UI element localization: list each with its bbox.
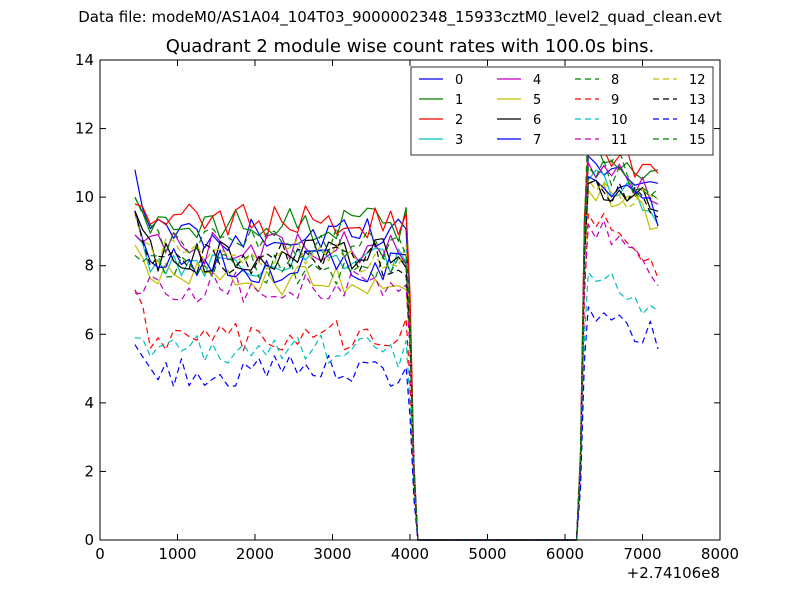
x-tick-label: 0 (95, 545, 105, 563)
y-tick-label: 2 (84, 462, 94, 480)
series-line-14 (134, 306, 659, 541)
legend-label-4: 4 (533, 73, 541, 88)
x-tick-label: 3000 (313, 545, 351, 563)
legend-label-7: 7 (533, 133, 541, 148)
series-line-13 (134, 179, 659, 541)
series-line-10 (134, 272, 659, 541)
x-offset-label: +2.74106e8 (627, 564, 720, 582)
x-tick-label: 8000 (701, 545, 739, 563)
series-line-7 (134, 176, 659, 541)
legend-label-5: 5 (533, 93, 541, 108)
legend-label-2: 2 (455, 113, 463, 128)
legend-box (410, 66, 714, 156)
series-line-9 (134, 213, 659, 541)
y-tick-label: 6 (84, 325, 94, 343)
legend-label-0: 0 (455, 73, 463, 88)
x-tick-label: 5000 (468, 545, 506, 563)
legend-label-15: 15 (689, 133, 706, 148)
y-tick-label: 8 (84, 257, 94, 275)
legend-label-6: 6 (533, 113, 541, 128)
y-tick-label: 10 (75, 188, 94, 206)
series-line-11 (134, 219, 659, 541)
chart-title: Quadrant 2 module wise count rates with … (165, 36, 655, 57)
legend-label-8: 8 (611, 73, 619, 88)
y-tick-label: 12 (75, 120, 94, 138)
legend-label-14: 14 (689, 113, 706, 128)
legend-label-3: 3 (455, 133, 463, 148)
ticks-layer: 0 1000 2000 3000 4000 5000 6000 7000 80000246810… (75, 51, 739, 563)
x-tick-label: 6000 (546, 545, 584, 563)
legend-label-10: 10 (611, 113, 628, 128)
legend-label-11: 11 (611, 133, 628, 148)
figure-suptitle: Data file: modeM0/AS1A04_104T03_90000023… (78, 8, 722, 26)
x-tick-label: 1000 (158, 545, 196, 563)
series-layer (134, 114, 659, 541)
legend-label-1: 1 (455, 93, 463, 108)
series-line-15 (134, 159, 659, 541)
legend-label-13: 13 (689, 93, 706, 108)
x-tick-label: 2000 (236, 545, 274, 563)
y-tick-label: 4 (84, 394, 94, 412)
y-tick-label: 14 (75, 51, 94, 69)
x-tick-label: 7000 (623, 545, 661, 563)
y-tick-label: 0 (84, 531, 94, 549)
legend-label-12: 12 (689, 73, 706, 88)
legend-label-9: 9 (611, 93, 619, 108)
x-tick-label: 4000 (391, 545, 429, 563)
series-line-12 (134, 179, 659, 541)
